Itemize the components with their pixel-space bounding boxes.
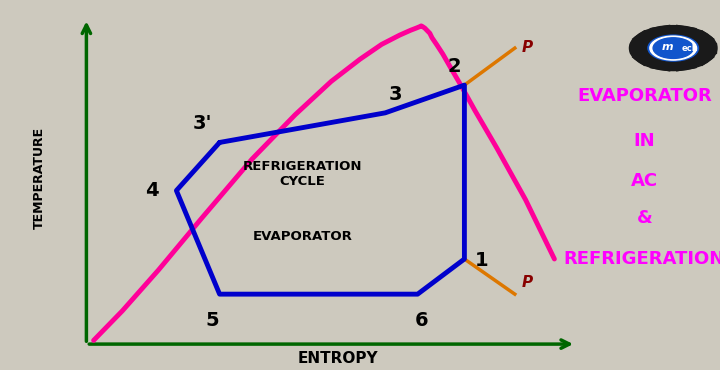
Circle shape [648, 35, 698, 61]
Text: 6: 6 [415, 311, 428, 330]
Text: 2: 2 [447, 57, 461, 76]
Text: m: m [662, 42, 673, 52]
Bar [673, 26, 696, 34]
Bar [650, 26, 673, 34]
Text: TEMPERATURE: TEMPERATURE [33, 127, 46, 229]
Circle shape [629, 26, 717, 71]
Bar [632, 31, 654, 43]
Text: 3: 3 [389, 85, 402, 104]
Text: &: & [636, 209, 652, 227]
Text: EVAPORATOR: EVAPORATOR [577, 87, 712, 105]
Text: P: P [522, 275, 533, 290]
Bar [705, 43, 716, 53]
Text: REFRIGERATION
CYCLE: REFRIGERATION CYCLE [243, 160, 362, 188]
Text: 3': 3' [193, 114, 212, 133]
Bar [650, 62, 673, 71]
Text: 4: 4 [145, 181, 158, 200]
Bar [673, 62, 696, 71]
Text: EVAPORATOR: EVAPORATOR [253, 230, 352, 243]
Bar [632, 53, 654, 65]
Text: ENTROPY: ENTROPY [298, 351, 379, 366]
Text: IN: IN [634, 132, 655, 149]
Text: 1: 1 [475, 251, 489, 270]
Text: P: P [522, 40, 533, 55]
Text: 5: 5 [206, 311, 219, 330]
Bar [630, 43, 642, 53]
Circle shape [650, 36, 696, 60]
Text: REFRIGERATION: REFRIGERATION [564, 250, 720, 268]
Circle shape [653, 38, 693, 58]
Text: ech: ech [682, 44, 698, 53]
Bar [693, 53, 714, 65]
Bar [693, 31, 714, 43]
Text: AC: AC [631, 172, 658, 190]
